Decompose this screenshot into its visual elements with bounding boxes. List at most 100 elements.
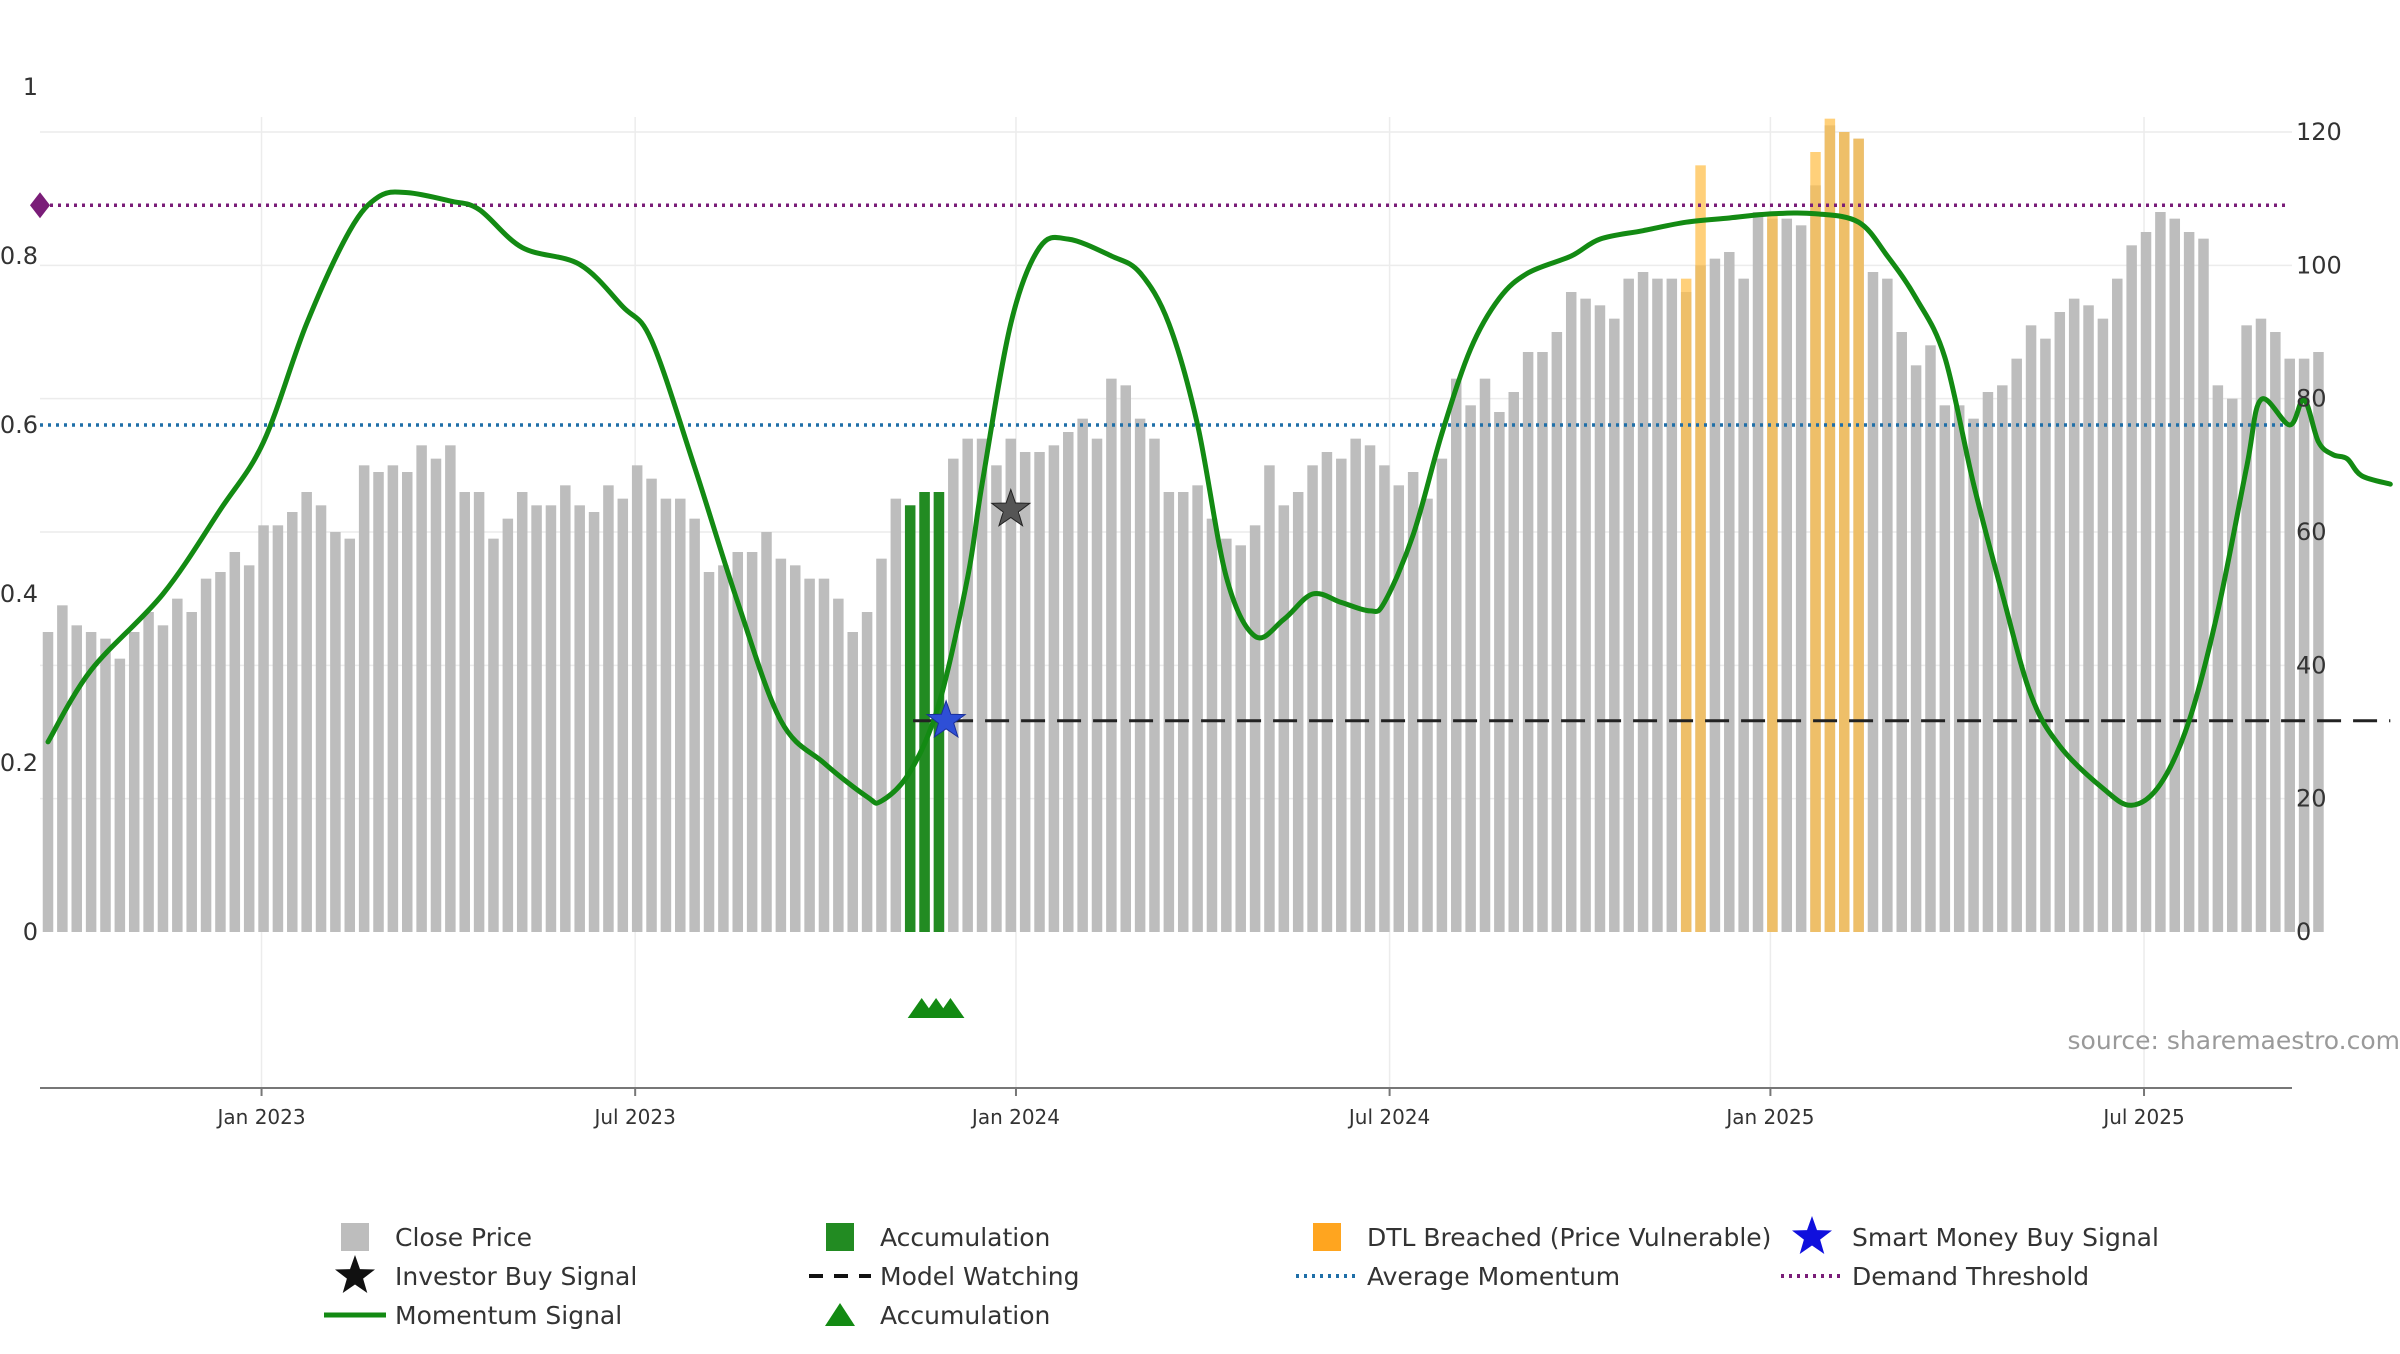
close-price-bar [1609,319,1620,932]
close-price-bar [2241,325,2252,932]
right-axis-tick-label: 20 [2296,785,2327,813]
close-price-bar [776,559,787,932]
close-price-bar [244,565,255,932]
close-price-bar [747,552,758,932]
close-price-bar [1724,252,1735,932]
close-price-bar [2069,299,2080,932]
close-price-bar [661,499,672,932]
legend-star-icon [1792,1216,1832,1254]
close-price-bar [172,599,183,932]
close-price-bar [618,499,629,932]
legend-swatch [826,1223,854,1251]
close-price-bar [531,505,542,932]
legend-triangle-icon [825,1303,855,1326]
close-price-bar [1566,292,1577,932]
left-axis-tick-label: 0.6 [0,411,38,439]
close-price-bar [1092,439,1103,932]
close-price-bar [2040,339,2051,932]
close-price-bar [1437,459,1448,932]
close-price-bar [1710,259,1721,932]
accumulation-bar [919,492,930,932]
dtl-breached-bar [1825,119,1836,932]
close-price-bar [962,439,973,932]
close-price-bar [1623,279,1634,932]
close-price-bar [1336,459,1347,932]
close-price-bar [1494,412,1505,932]
close-price-bar [2284,359,2295,932]
legend-item: Momentum Signal [324,1301,622,1330]
close-price-bar [301,492,312,932]
close-price-bar [1307,465,1318,932]
close-price-bar [129,632,140,932]
close-price-bar [388,465,399,932]
dtl-breached-bar [1853,139,1864,932]
right-axis-tick-label: 40 [2296,651,2327,679]
close-price-bar [1652,279,1663,932]
momentum-signal-layer [48,192,2390,805]
close-price-bar [819,579,830,932]
dtl-breached-bar [1839,132,1850,932]
close-price-bar [790,565,801,932]
source-label: source: sharemaestro.com [2068,1026,2400,1055]
legend-label: Accumulation [880,1301,1050,1330]
legend-item: Model Watching [809,1262,1080,1291]
close-price-bar [2299,359,2310,932]
close-price-bar [632,465,643,932]
legend-swatch [341,1223,369,1251]
close-price-bar [1063,432,1074,932]
x-axis-tick-label: Jan 2023 [216,1105,306,1129]
legend-item: Average Momentum [1296,1262,1620,1291]
right-axis-tick-label: 80 [2296,385,2327,413]
close-price-bar [1451,379,1462,932]
close-price-bar [2170,219,2181,932]
close-price-bar [991,465,1002,932]
close-price-bar [1667,279,1678,932]
dtl-breached-bars [1681,119,1864,932]
left-axis-tick-label: 0.2 [0,749,38,777]
close-price-bar [1465,405,1476,932]
dtl-breached-bar [1695,165,1706,932]
dtl-breached-bar [1767,212,1778,932]
smart-money-buy-signal-star [927,701,965,737]
close-price-bar [143,612,154,932]
close-price-bar [560,485,571,932]
close-price-bar [1034,452,1045,932]
legend-label: Momentum Signal [395,1301,622,1330]
close-price-bar [1322,452,1333,932]
legend-item: Accumulation [826,1223,1050,1252]
close-price-bar [2055,312,2066,932]
close-price-bar [1595,305,1606,932]
momentum-signal-line [48,192,2390,805]
close-price-bar [574,505,585,932]
demand-threshold-marker [30,192,50,218]
close-price-bar [1135,419,1146,932]
close-price-bar [1997,385,2008,932]
close-price-bar [258,525,269,932]
right-axis-tick-label: 100 [2296,251,2342,279]
close-price-bar [1782,219,1793,932]
close-price-bar [646,479,657,932]
left-axis-tick-label: 1 [23,73,38,101]
close-price-bar [517,492,528,932]
close-price-bar [459,492,470,932]
close-price-bar [718,565,729,932]
close-price-bar [1049,445,1060,932]
close-price-bar [402,472,413,932]
close-price-bars [43,125,2324,932]
accumulation-bar [905,505,916,932]
close-price-bar [230,552,241,932]
x-axis-tick-label: Jan 2025 [1724,1105,1814,1129]
close-price-bar [1178,492,1189,932]
legend-label: Investor Buy Signal [395,1262,637,1291]
x-axis-tick-label: Jul 2024 [1347,1105,1430,1129]
close-price-bar [1552,332,1563,932]
close-price-bar [287,512,298,932]
close-price-bar [1422,499,1433,932]
legend-label: Smart Money Buy Signal [1852,1223,2159,1252]
close-price-bar [445,445,456,932]
close-price-bar [2141,232,2152,932]
right-axis-tick-label: 120 [2296,118,2342,146]
close-price-bar [1394,485,1405,932]
close-price-bar [1480,379,1491,932]
